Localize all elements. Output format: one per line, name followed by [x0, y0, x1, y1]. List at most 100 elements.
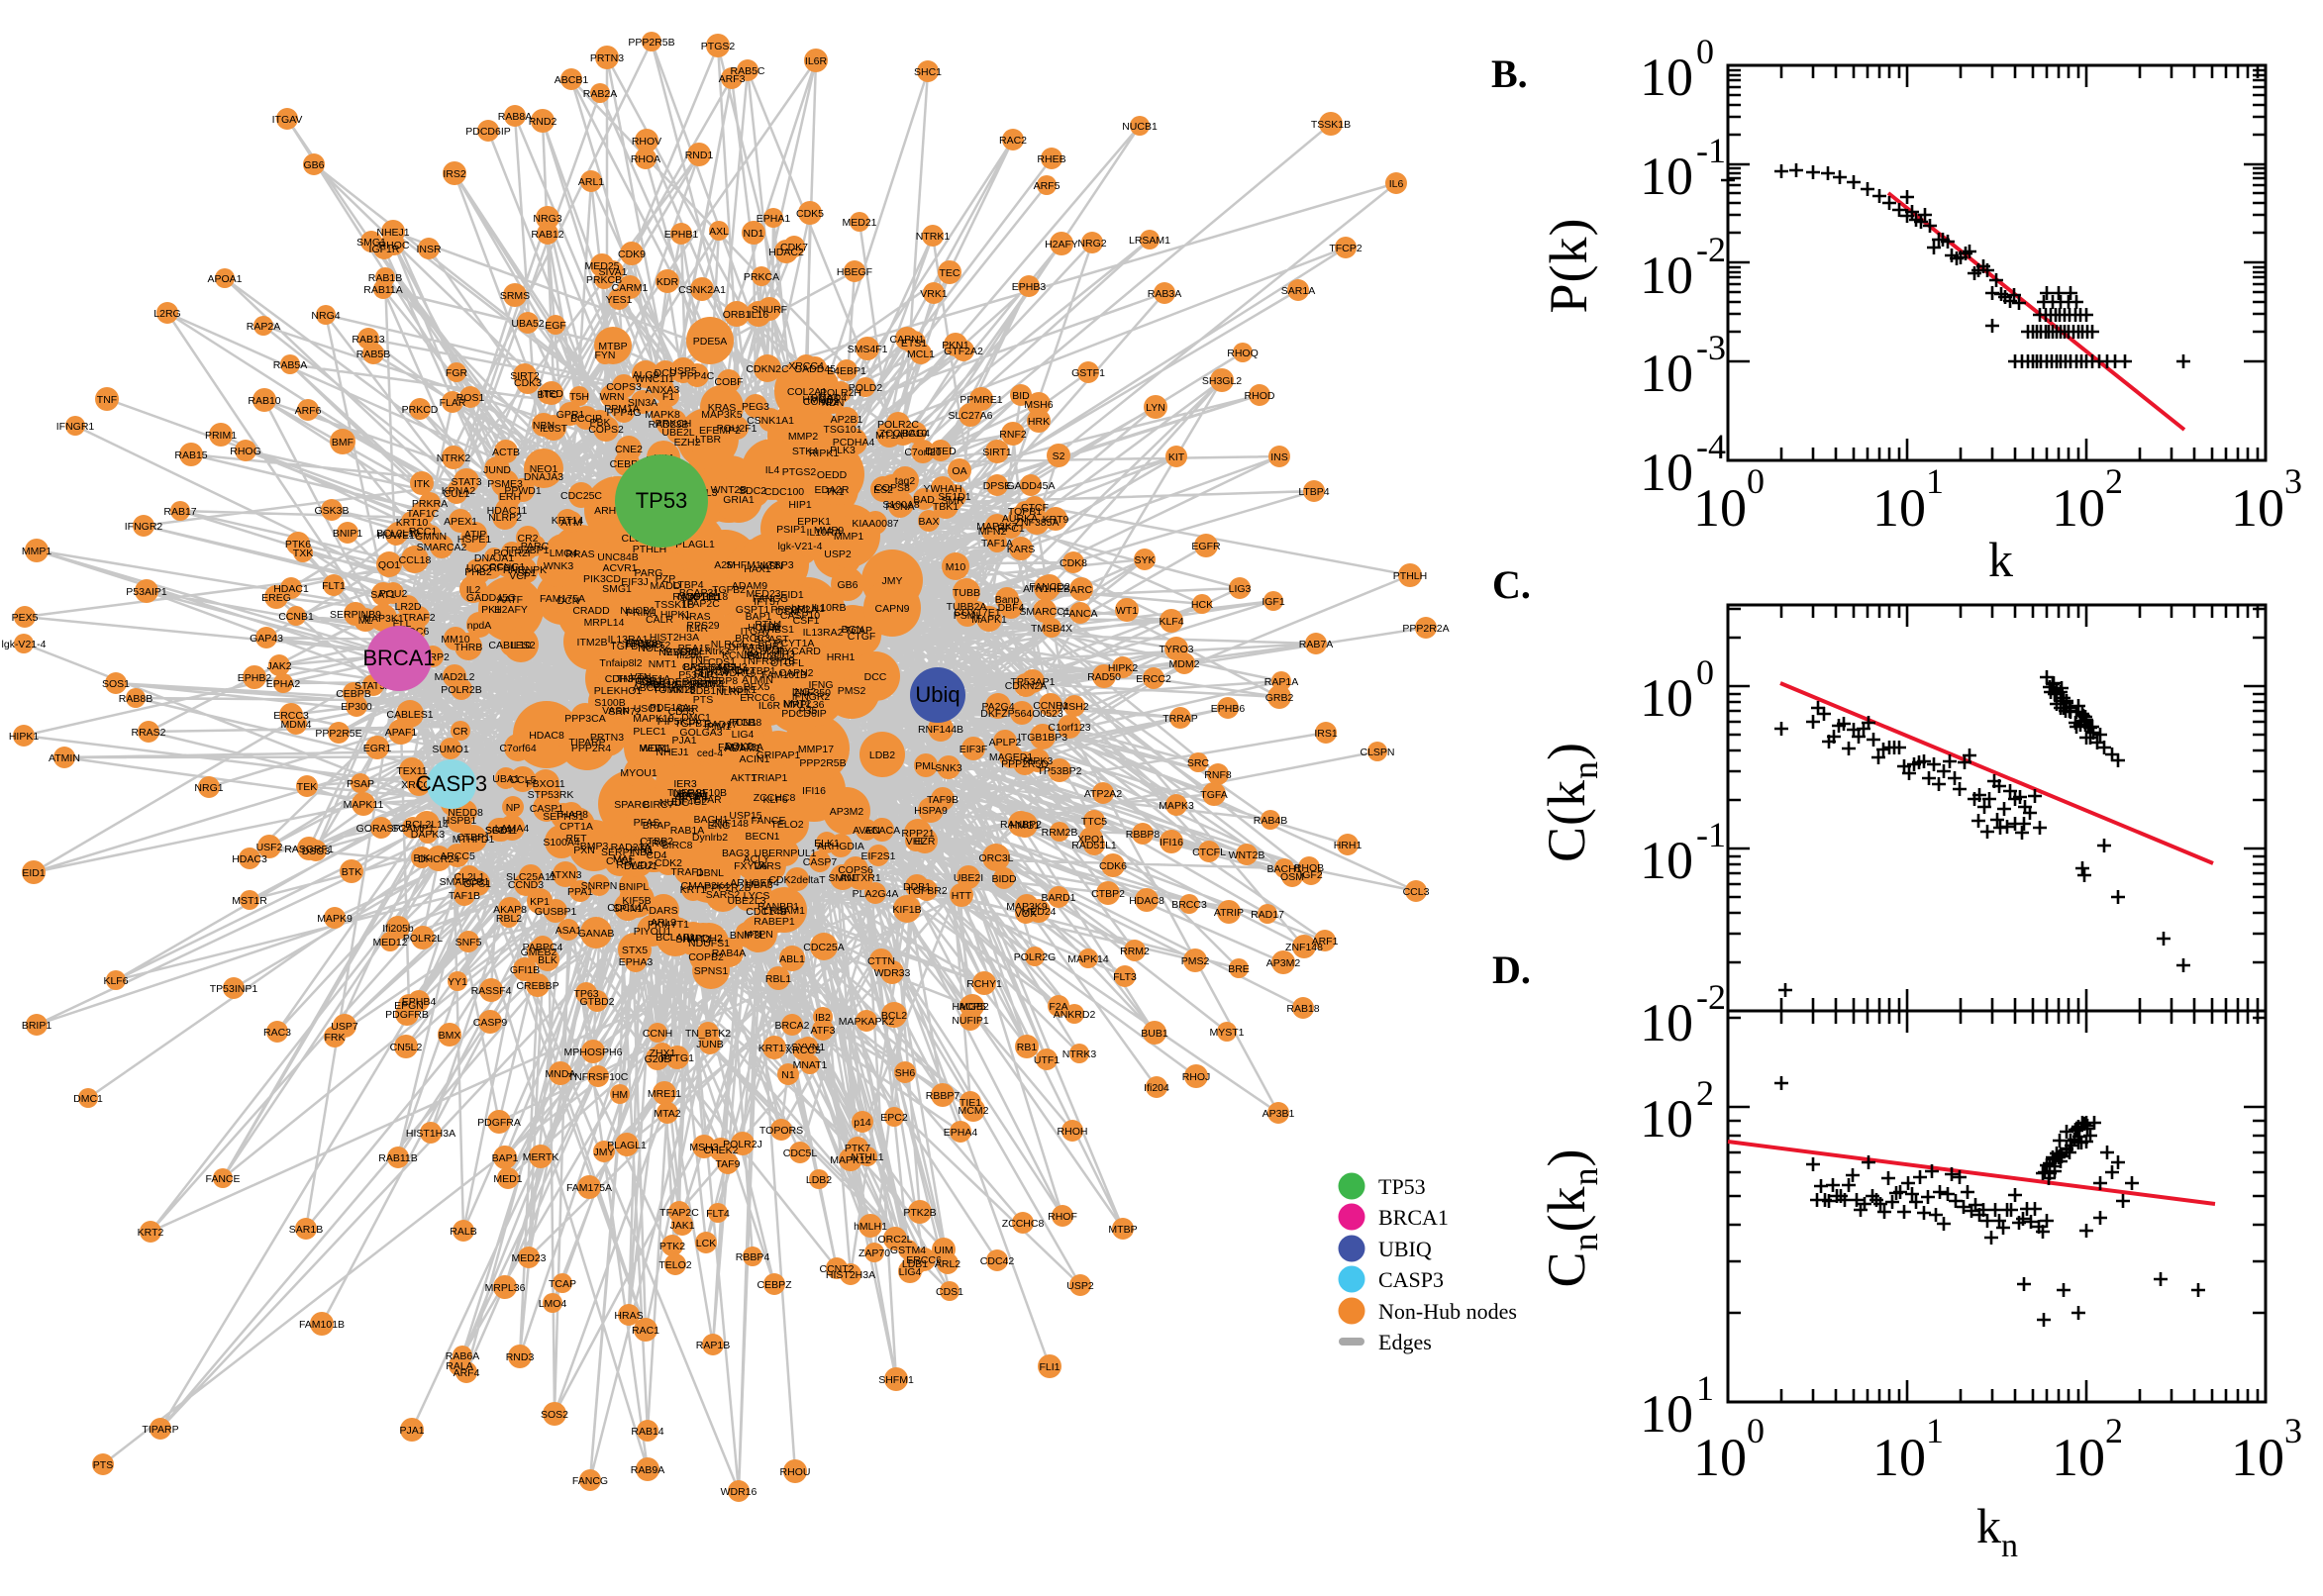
svg-text:C4R: C4R — [677, 703, 698, 715]
svg-text:CDC5L: CDC5L — [783, 1147, 818, 1159]
svg-text:PLAGL1: PLAGL1 — [607, 1140, 647, 1151]
svg-text:PMS2: PMS2 — [1181, 955, 1210, 967]
svg-text:MAP3K9: MAP3K9 — [1006, 901, 1048, 913]
svg-text:GUSBP1: GUSBP1 — [535, 906, 577, 918]
svg-text:BTK: BTK — [342, 866, 361, 878]
svg-text:SMAD4: SMAD4 — [811, 392, 847, 404]
svg-text:CASP3: CASP3 — [416, 771, 487, 796]
svg-text:PTHLH: PTHLH — [1393, 570, 1427, 582]
svg-text:F2A: F2A — [1049, 1001, 1067, 1013]
svg-text:BACH1: BACH1 — [693, 814, 728, 826]
svg-text:-1: -1 — [1696, 815, 1726, 854]
svg-text:IFI16: IFI16 — [1160, 837, 1183, 848]
svg-text:10: 10 — [2052, 1428, 2105, 1487]
svg-text:KRT10: KRT10 — [396, 517, 429, 529]
svg-text:IFNGR2: IFNGR2 — [125, 521, 163, 533]
svg-text:FRK: FRK — [325, 1032, 346, 1044]
svg-text:SERPINB8: SERPINB8 — [601, 847, 653, 858]
svg-text:Ifi204: Ifi204 — [676, 649, 702, 661]
svg-text:HRH1: HRH1 — [1334, 840, 1363, 851]
svg-text:MAP3K5: MAP3K5 — [701, 409, 743, 421]
svg-text:FLAR: FLAR — [440, 397, 466, 409]
svg-text:CEBPZ: CEBPZ — [757, 1279, 792, 1291]
svg-text:HRH1: HRH1 — [827, 651, 856, 663]
svg-text:TRAF1: TRAF1 — [670, 866, 703, 878]
svg-text:IL13RA2: IL13RA2 — [803, 627, 844, 639]
svg-text:JUNB: JUNB — [696, 1039, 723, 1050]
svg-text:DCD: DCD — [655, 367, 677, 379]
svg-text:CLSPN: CLSPN — [1360, 747, 1394, 758]
svg-text:HSPA9: HSPA9 — [914, 805, 948, 817]
svg-text:PPP2R5E: PPP2R5E — [315, 728, 361, 740]
svg-text:XPO1: XPO1 — [1077, 834, 1105, 846]
svg-text:EPHB6: EPHB6 — [1211, 703, 1246, 715]
svg-text:BACH1: BACH1 — [1266, 863, 1301, 875]
svg-text:UBE2I: UBE2I — [954, 872, 983, 884]
svg-text:RAB11B: RAB11B — [378, 1152, 418, 1164]
svg-text:TCAP: TCAP — [549, 1278, 576, 1290]
svg-text:RAP1A: RAP1A — [1264, 676, 1298, 688]
svg-text:MMP1: MMP1 — [834, 531, 863, 543]
svg-text:EPC2: EPC2 — [880, 1112, 908, 1124]
svg-text:LAMA4: LAMA4 — [495, 823, 530, 835]
svg-text:ERCC2: ERCC2 — [1136, 673, 1171, 685]
svg-text:EPPK1: EPPK1 — [797, 516, 831, 528]
svg-text:PPP2R5D: PPP2R5D — [1001, 758, 1049, 770]
svg-text:GADD45: GADD45 — [794, 363, 836, 375]
svg-text:POLR2G: POLR2G — [1014, 951, 1057, 963]
svg-text:CEBPB: CEBPB — [336, 688, 371, 700]
svg-text:-3: -3 — [1696, 328, 1726, 367]
svg-text:Ubiq: Ubiq — [915, 682, 960, 707]
svg-text:DMC1: DMC1 — [681, 712, 711, 724]
svg-text:CTBP2: CTBP2 — [640, 836, 673, 848]
svg-text:MED24: MED24 — [1021, 906, 1056, 918]
svg-text:KIAA0087: KIAA0087 — [852, 518, 898, 530]
svg-text:3: 3 — [2284, 461, 2302, 501]
svg-text:RNF2: RNF2 — [999, 429, 1027, 441]
svg-text:PSME3: PSME3 — [487, 478, 523, 490]
svg-text:GADD45A: GADD45A — [1006, 480, 1055, 492]
svg-text:MT1A: MT1A — [875, 430, 903, 442]
svg-text:10: 10 — [2231, 1428, 2284, 1487]
svg-text:IL10RA: IL10RA — [806, 527, 841, 539]
svg-text:FAM175A: FAM175A — [540, 593, 585, 605]
svg-text:TIE1: TIE1 — [960, 1097, 981, 1109]
svg-text:ARC: ARC — [1070, 584, 1093, 596]
svg-text:AKT3: AKT3 — [669, 684, 695, 696]
svg-text:RBL1: RBL1 — [765, 973, 791, 985]
svg-text:SYK: SYK — [1134, 554, 1155, 566]
svg-text:HMG1: HMG1 — [1010, 820, 1040, 832]
svg-text:ANKRD2: ANKRD2 — [1054, 1009, 1096, 1021]
svg-text:HIPK1: HIPK1 — [660, 609, 691, 621]
svg-text:RALB: RALB — [450, 1226, 476, 1238]
svg-text:MTA2: MTA2 — [654, 1108, 680, 1120]
svg-text:ARF4: ARF4 — [454, 1367, 480, 1379]
svg-text:USP2: USP2 — [824, 549, 852, 560]
svg-text:10: 10 — [1640, 48, 1693, 107]
svg-text:PPP4C: PPP4C — [680, 370, 715, 382]
svg-text:ACTB: ACTB — [492, 447, 520, 458]
svg-text:IL6R: IL6R — [805, 55, 828, 67]
svg-text:PXN: PXN — [573, 845, 595, 856]
svg-text:RBBP4: RBBP4 — [736, 1251, 770, 1263]
svg-text:EPHB3: EPHB3 — [1012, 281, 1047, 293]
svg-text:PA2G4: PA2G4 — [981, 701, 1014, 713]
svg-text:HSPB1: HSPB1 — [443, 815, 477, 827]
svg-text:MAD2L2: MAD2L2 — [435, 671, 475, 683]
svg-text:PRKCD: PRKCD — [402, 404, 439, 416]
svg-text:RAB2A: RAB2A — [583, 88, 617, 100]
svg-text:IL16: IL16 — [749, 309, 769, 321]
svg-text:ELK1: ELK1 — [814, 838, 840, 849]
svg-text:TP53: TP53 — [636, 488, 688, 513]
svg-text:ITGB8: ITGB8 — [732, 717, 762, 729]
svg-text:EGFR: EGFR — [1191, 541, 1221, 552]
svg-text:L2RG: L2RG — [640, 838, 666, 849]
svg-text:EPHA4: EPHA4 — [944, 1127, 978, 1139]
svg-text:npdA: npdA — [467, 620, 492, 632]
svg-text:CDK8: CDK8 — [1060, 557, 1087, 569]
svg-text:BCL2: BCL2 — [881, 1010, 907, 1022]
svg-text:NTHL1: NTHL1 — [851, 1151, 883, 1163]
svg-text:BFAR: BFAR — [694, 794, 722, 806]
svg-text:FYN: FYN — [595, 349, 616, 361]
svg-text:BGN: BGN — [842, 624, 864, 636]
